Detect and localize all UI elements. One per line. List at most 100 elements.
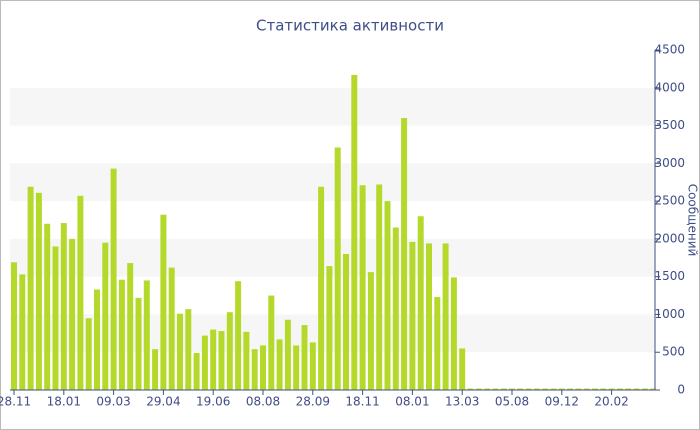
bar (450, 277, 457, 390)
y-tick-label: 1000 (654, 307, 685, 321)
bar (301, 325, 308, 390)
bar (409, 241, 416, 390)
bar (517, 388, 524, 390)
bar (326, 266, 333, 390)
bar (27, 186, 34, 390)
bar (201, 335, 208, 390)
bar (376, 184, 383, 390)
y-tick-label: 0 (677, 383, 685, 397)
bar (459, 348, 466, 390)
x-tick-label: 19.06 (196, 395, 230, 409)
bar (193, 352, 200, 390)
y-tick-label: 2000 (654, 231, 685, 245)
x-tick-label: 28.09 (296, 395, 330, 409)
bar (60, 223, 67, 390)
bar (102, 242, 109, 390)
bar (284, 319, 291, 390)
chart-title: Статистика активности (256, 17, 444, 35)
bar (616, 388, 623, 390)
x-tick-label: 05.08 (495, 395, 529, 409)
bar (625, 388, 632, 390)
bar (35, 192, 42, 390)
bar (94, 289, 100, 390)
x-tick-label: 08.08 (246, 395, 280, 409)
bar (426, 243, 432, 390)
bar (359, 185, 366, 390)
bar (467, 388, 474, 390)
bar (533, 388, 540, 390)
band (10, 87, 655, 126)
bar (442, 243, 449, 390)
bar (351, 74, 358, 390)
bar (44, 223, 51, 390)
bar (135, 297, 142, 390)
bar (650, 388, 657, 390)
y-tick-label: 4500 (654, 43, 685, 57)
bar (235, 281, 242, 390)
bar (509, 388, 515, 390)
bar (69, 238, 76, 390)
bar (309, 342, 316, 390)
bar (243, 331, 250, 390)
bar (52, 246, 59, 390)
x-tick-label: 09.12 (545, 395, 579, 409)
bar (401, 118, 408, 390)
bar (492, 388, 499, 390)
bar (475, 388, 482, 390)
bar (251, 349, 258, 390)
band (10, 238, 655, 277)
bar (343, 254, 349, 390)
x-tick-label: 08.01 (395, 395, 429, 409)
bar (268, 295, 275, 390)
bar (367, 272, 374, 390)
bar (11, 262, 17, 390)
bar (218, 331, 225, 390)
bar (168, 267, 175, 390)
bar (592, 388, 598, 390)
bar (575, 388, 582, 390)
band (10, 314, 655, 353)
bar (260, 345, 266, 390)
bar (210, 329, 217, 390)
y-tick-label: 1500 (654, 269, 685, 283)
bar (293, 345, 300, 390)
bar (118, 279, 125, 390)
bar (152, 349, 159, 390)
y-tick-label: 3500 (654, 118, 685, 132)
bar (550, 388, 557, 390)
y-axis-label: Сообщений (686, 184, 700, 257)
bar (177, 313, 183, 390)
bar (558, 388, 565, 390)
x-tick-label: 13.03 (445, 395, 479, 409)
bar (583, 388, 590, 390)
y-tick-label: 4000 (654, 80, 685, 94)
bar (334, 147, 341, 390)
bar (600, 388, 607, 390)
bar (110, 168, 117, 390)
x-tick-label: 20.02 (594, 395, 628, 409)
y-tick-label: 500 (662, 345, 685, 359)
bar (567, 388, 574, 390)
x-tick-label: 09.03 (96, 395, 130, 409)
y-tick-label: 2500 (654, 194, 685, 208)
bar (143, 280, 150, 390)
x-tick-label: 28.11 (0, 395, 31, 409)
bar (608, 388, 615, 390)
bar (641, 388, 648, 390)
bar (85, 318, 92, 390)
bar (226, 312, 233, 390)
y-tick-label: 3000 (654, 156, 685, 170)
bar (417, 216, 424, 390)
band (10, 163, 655, 202)
bar (318, 186, 325, 390)
bar (633, 388, 640, 390)
x-tick-label: 29.04 (146, 395, 180, 409)
bar (542, 388, 549, 390)
bar (19, 274, 26, 390)
bar (484, 388, 491, 390)
bar (392, 227, 399, 390)
bar (276, 339, 283, 390)
